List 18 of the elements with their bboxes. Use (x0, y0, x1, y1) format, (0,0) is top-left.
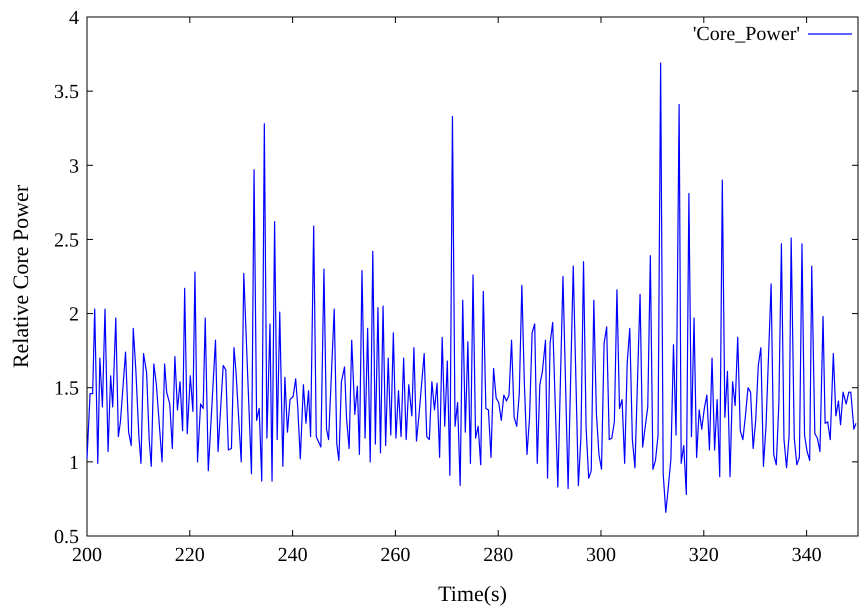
y-tick-label: 1.5 (54, 378, 79, 400)
x-tick-label: 240 (278, 544, 308, 566)
y-tick-label: 1 (69, 452, 79, 474)
y-axis-title: Relative Core Power (8, 184, 33, 368)
x-tick-label: 300 (586, 544, 616, 566)
x-axis-title: Time(s) (438, 581, 507, 606)
y-tick-label: 2 (69, 304, 79, 326)
y-tick-label: 3.5 (54, 81, 79, 104)
y-tick-label: 2.5 (54, 229, 79, 252)
y-tick-label: 3 (69, 155, 79, 178)
y-tick-label: 4 (69, 7, 79, 29)
line-series (86, 62, 857, 513)
x-tick-label: 340 (792, 544, 822, 566)
x-tick-label: 260 (380, 544, 410, 566)
x-tick-label: 280 (483, 544, 514, 566)
x-tick-label: 320 (688, 544, 719, 566)
series-label: 'Core_Power' (692, 23, 800, 45)
x-tick-label: 220 (174, 544, 205, 566)
